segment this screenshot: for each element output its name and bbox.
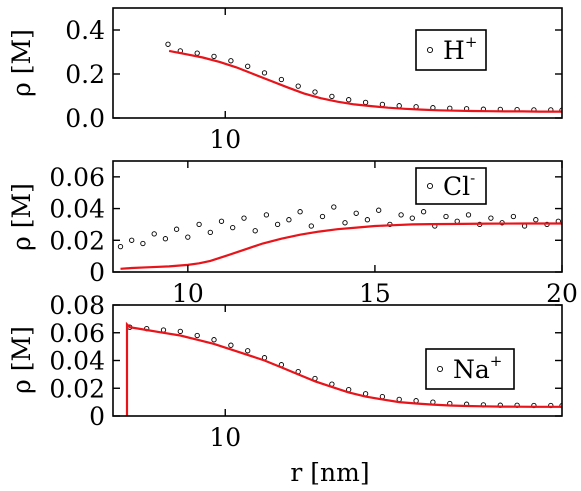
data-point bbox=[261, 70, 268, 76]
data-point bbox=[443, 213, 449, 220]
y-tick-label: 0.04 bbox=[49, 195, 105, 224]
data-point bbox=[263, 212, 270, 218]
legend-superscript: - bbox=[470, 169, 475, 187]
y-tick-label: 0 bbox=[89, 258, 105, 287]
data-point bbox=[295, 83, 301, 89]
legend-marker bbox=[436, 365, 444, 373]
data-point bbox=[196, 221, 202, 228]
data-point bbox=[207, 229, 213, 236]
data-point bbox=[278, 76, 285, 83]
data-point bbox=[376, 207, 382, 213]
data-point bbox=[364, 217, 371, 223]
data-point bbox=[398, 212, 404, 218]
data-point bbox=[319, 213, 326, 220]
data-point bbox=[230, 224, 236, 231]
data-point bbox=[228, 342, 234, 348]
data-point bbox=[286, 217, 292, 223]
data-point bbox=[117, 243, 124, 250]
y-tick-label: 0.4 bbox=[65, 16, 105, 45]
legend: Na+ bbox=[425, 348, 515, 390]
legend-superscript: + bbox=[465, 33, 478, 51]
model-line bbox=[168, 49, 562, 113]
y-tick-label: 0 bbox=[89, 402, 105, 431]
legend-box bbox=[425, 348, 515, 390]
x-tick-label: 10 bbox=[209, 423, 241, 452]
x-tick-label: 20 bbox=[546, 279, 578, 308]
data-point bbox=[129, 237, 135, 243]
y-tick-label: 0.06 bbox=[49, 319, 105, 348]
y-tick-label: 0.06 bbox=[49, 163, 105, 192]
x-tick-label: 15 bbox=[359, 279, 391, 308]
data-point bbox=[353, 210, 359, 216]
legend-superscript: + bbox=[490, 352, 503, 370]
y-tick-label: 0.02 bbox=[49, 226, 105, 255]
data-point bbox=[228, 58, 234, 64]
data-point bbox=[194, 332, 200, 339]
data-point bbox=[185, 234, 191, 240]
data-point bbox=[177, 328, 183, 335]
y-tick-label: 0.04 bbox=[49, 347, 105, 376]
data-point bbox=[409, 215, 415, 221]
y-tick-label: 0.0 bbox=[65, 104, 105, 133]
legend-marker bbox=[426, 46, 434, 54]
data-point bbox=[162, 236, 169, 242]
x-axis-label: r [nm] bbox=[290, 458, 369, 487]
y-axis-label: ρ [M] bbox=[7, 183, 36, 251]
panel-cl-minus: 0 0.020.04 0.06 10 15 20 ρ [M] Cl- bbox=[7, 160, 578, 308]
plot-area bbox=[165, 41, 562, 113]
plot-area bbox=[125, 321, 562, 416]
data-point bbox=[274, 221, 281, 228]
x-tick-label: 10 bbox=[172, 279, 204, 308]
data-point bbox=[331, 204, 337, 210]
legend-label: Cl- bbox=[443, 169, 475, 201]
data-point bbox=[488, 215, 494, 221]
data-point bbox=[362, 99, 369, 106]
data-point bbox=[218, 218, 225, 224]
data-point bbox=[211, 53, 217, 60]
data-point bbox=[211, 337, 217, 343]
data-point bbox=[297, 209, 303, 215]
data-point bbox=[420, 209, 427, 215]
axis-frame bbox=[112, 7, 563, 119]
y-tick-label: 0.02 bbox=[49, 374, 105, 403]
data-point bbox=[252, 228, 258, 234]
data-point bbox=[329, 93, 335, 100]
legend: Cl- bbox=[415, 167, 487, 205]
data-point bbox=[346, 97, 352, 103]
data-point bbox=[241, 215, 247, 221]
data-point bbox=[194, 50, 200, 56]
panel-na-plus: 00.020.040.060.08 10 ρ [M] Na+ bbox=[7, 291, 563, 452]
data-point bbox=[140, 240, 146, 247]
plot-area bbox=[117, 204, 562, 270]
data-point bbox=[151, 231, 157, 237]
data-point bbox=[465, 212, 472, 218]
y-tick-label: 0.2 bbox=[65, 60, 105, 89]
data-point bbox=[245, 348, 251, 354]
model-line bbox=[120, 222, 562, 270]
legend: H+ bbox=[415, 29, 487, 71]
y-axis-label: ρ [M] bbox=[7, 29, 36, 97]
y-axis-label: ρ [M] bbox=[7, 326, 36, 394]
data-point bbox=[510, 213, 517, 220]
data-point bbox=[312, 89, 318, 95]
data-point bbox=[245, 63, 251, 69]
model-line bbox=[125, 321, 562, 416]
data-point bbox=[342, 220, 348, 226]
data-point bbox=[533, 217, 539, 223]
data-point bbox=[308, 223, 314, 229]
data-point bbox=[165, 41, 171, 47]
panel-h-plus: 0.0 0.2 0.4 10 ρ [M] H+ bbox=[7, 7, 563, 154]
axis-frame bbox=[112, 160, 563, 273]
legend-marker bbox=[426, 182, 434, 190]
data-point bbox=[173, 226, 180, 232]
x-tick-label: 10 bbox=[209, 125, 241, 154]
data-point bbox=[413, 398, 419, 404]
y-tick-label: 0.08 bbox=[49, 291, 105, 320]
